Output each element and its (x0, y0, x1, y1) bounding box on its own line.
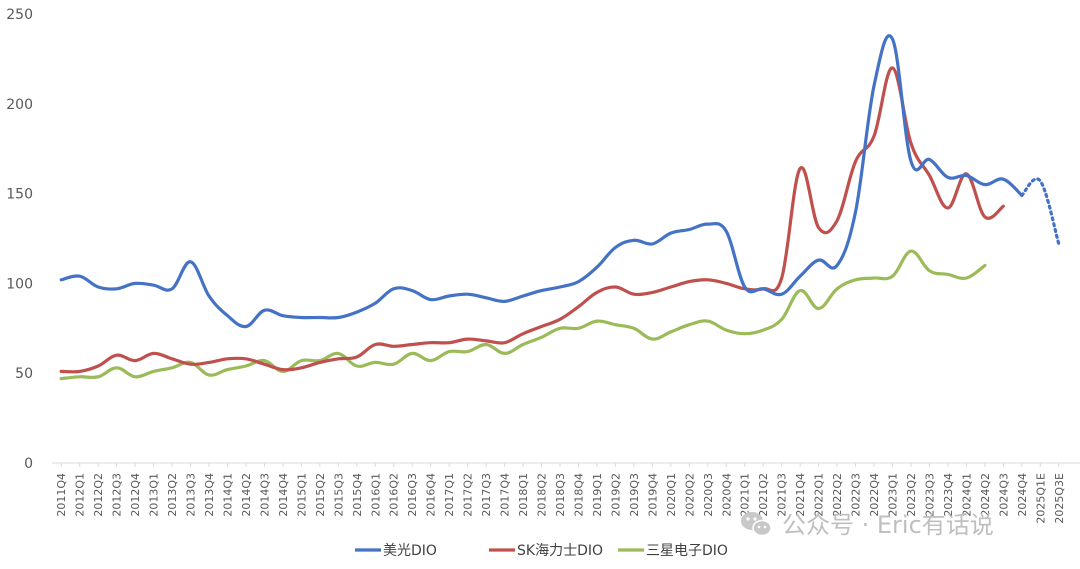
x-tick-label: 2021Q3 (776, 473, 789, 517)
legend-label: SK海力士DIO (517, 543, 603, 559)
x-tick-label: 2020Q1 (665, 473, 678, 517)
x-tick-label: 2018Q3 (554, 473, 567, 517)
x-tick-label: 2020Q3 (702, 473, 715, 517)
legend-label: 美光DIO (383, 543, 437, 559)
x-tick-label: 2019Q1 (591, 473, 604, 517)
y-tick-label: 100 (6, 276, 33, 292)
x-tick-label: 2012Q2 (92, 473, 105, 517)
series-0-line (59, 34, 1024, 329)
x-tick-label: 2020Q2 (683, 473, 696, 517)
y-tick-label: 150 (6, 187, 33, 203)
x-tick-label: 2015Q4 (351, 473, 364, 517)
series-1-line (59, 66, 1005, 374)
x-tick-label: 2013Q2 (166, 473, 179, 517)
series-2-line (59, 249, 987, 381)
x-tick-label: 2014Q2 (240, 473, 253, 517)
x-tick-label: 2023Q2 (905, 473, 918, 517)
x-tick-label: 2017Q4 (499, 473, 512, 517)
x-tick-label: 2016Q2 (388, 473, 401, 517)
x-tick-label: 2021Q2 (757, 473, 770, 517)
x-tick-label: 2014Q1 (221, 473, 234, 517)
x-tick-label: 2018Q4 (572, 473, 585, 517)
x-tick-label: 2022Q2 (831, 473, 844, 517)
y-tick-label: 250 (6, 7, 33, 23)
watermark: 公众号 · Eric有话说 (741, 511, 994, 539)
x-tick-label: 2012Q4 (129, 473, 142, 517)
x-tick-label: 2023Q1 (887, 473, 900, 517)
x-tick-label: 2022Q4 (868, 473, 881, 517)
x-tick-label: 2024Q4 (1016, 473, 1029, 517)
x-tick-label: 2022Q1 (813, 473, 826, 517)
watermark-text: 公众号 · Eric有话说 (782, 511, 994, 539)
y-axis: 0 50 100 150 200 250 (6, 7, 33, 472)
x-tick-label: 2019Q2 (609, 473, 622, 517)
x-tick-label: 2024Q2 (979, 473, 992, 517)
x-tick-label: 2017Q3 (480, 473, 493, 517)
series-layer (59, 34, 1061, 381)
x-tick-label: 2012Q3 (111, 473, 124, 517)
x-tick-label: 2024Q1 (960, 473, 973, 517)
y-tick-label: 200 (6, 97, 33, 113)
x-tick-label: 2015Q3 (332, 473, 345, 517)
x-tick-label: 2020Q4 (720, 473, 733, 517)
x-tick-label: 2018Q1 (517, 473, 530, 517)
x-tick-label: 2017Q2 (462, 473, 475, 517)
legend: 美光DIO SK海力士DIO 三星电子DIO (355, 543, 728, 559)
x-tick-label: 2021Q4 (794, 473, 807, 517)
wechat-icon (741, 512, 772, 537)
x-tick-label: 2021Q1 (739, 473, 752, 517)
legend-item: 美光DIO (355, 543, 437, 559)
x-tick-label: 2016Q3 (406, 473, 419, 517)
legend-item: SK海力士DIO (489, 543, 603, 559)
x-tick-label: 2022Q3 (850, 473, 863, 517)
x-tick-label: 2015Q1 (295, 473, 308, 517)
x-tick-label: 2013Q3 (185, 473, 198, 517)
x-tick-label: 2012Q1 (74, 473, 87, 517)
x-tick-label: 2023Q3 (923, 473, 936, 517)
x-tick-label: 2014Q4 (277, 473, 290, 517)
x-tick-label: 2025Q3E (1053, 473, 1066, 524)
legend-label: 三星电子DIO (646, 543, 728, 559)
x-tick-label: 2015Q2 (314, 473, 327, 517)
x-tick-label: 2016Q4 (425, 473, 438, 517)
x-tick-label: 2014Q3 (258, 473, 271, 517)
x-tick-label: 2019Q3 (628, 473, 641, 517)
x-tick-label: 2025Q1E (1034, 473, 1047, 524)
legend-item: 三星电子DIO (618, 543, 728, 559)
x-tick-label: 2013Q1 (148, 473, 161, 517)
x-tick-label: 2017Q1 (443, 473, 456, 517)
x-tick-label: 2018Q2 (536, 473, 549, 517)
y-tick-label: 0 (24, 456, 33, 472)
x-tick-label: 2019Q4 (646, 473, 659, 517)
x-tick-label: 2016Q1 (369, 473, 382, 517)
x-tick-label: 2013Q4 (203, 473, 216, 517)
x-tick-label: 2024Q3 (997, 473, 1010, 517)
y-tick-label: 50 (15, 366, 33, 382)
x-axis: 2011Q4 2012Q1 2012Q2 2012Q3 2012Q4 2013Q1 2013… (55, 463, 1066, 524)
series-0-projection-line (1020, 177, 1061, 246)
x-tick-label: 2011Q4 (55, 473, 68, 517)
x-tick-label: 2023Q4 (942, 473, 955, 517)
